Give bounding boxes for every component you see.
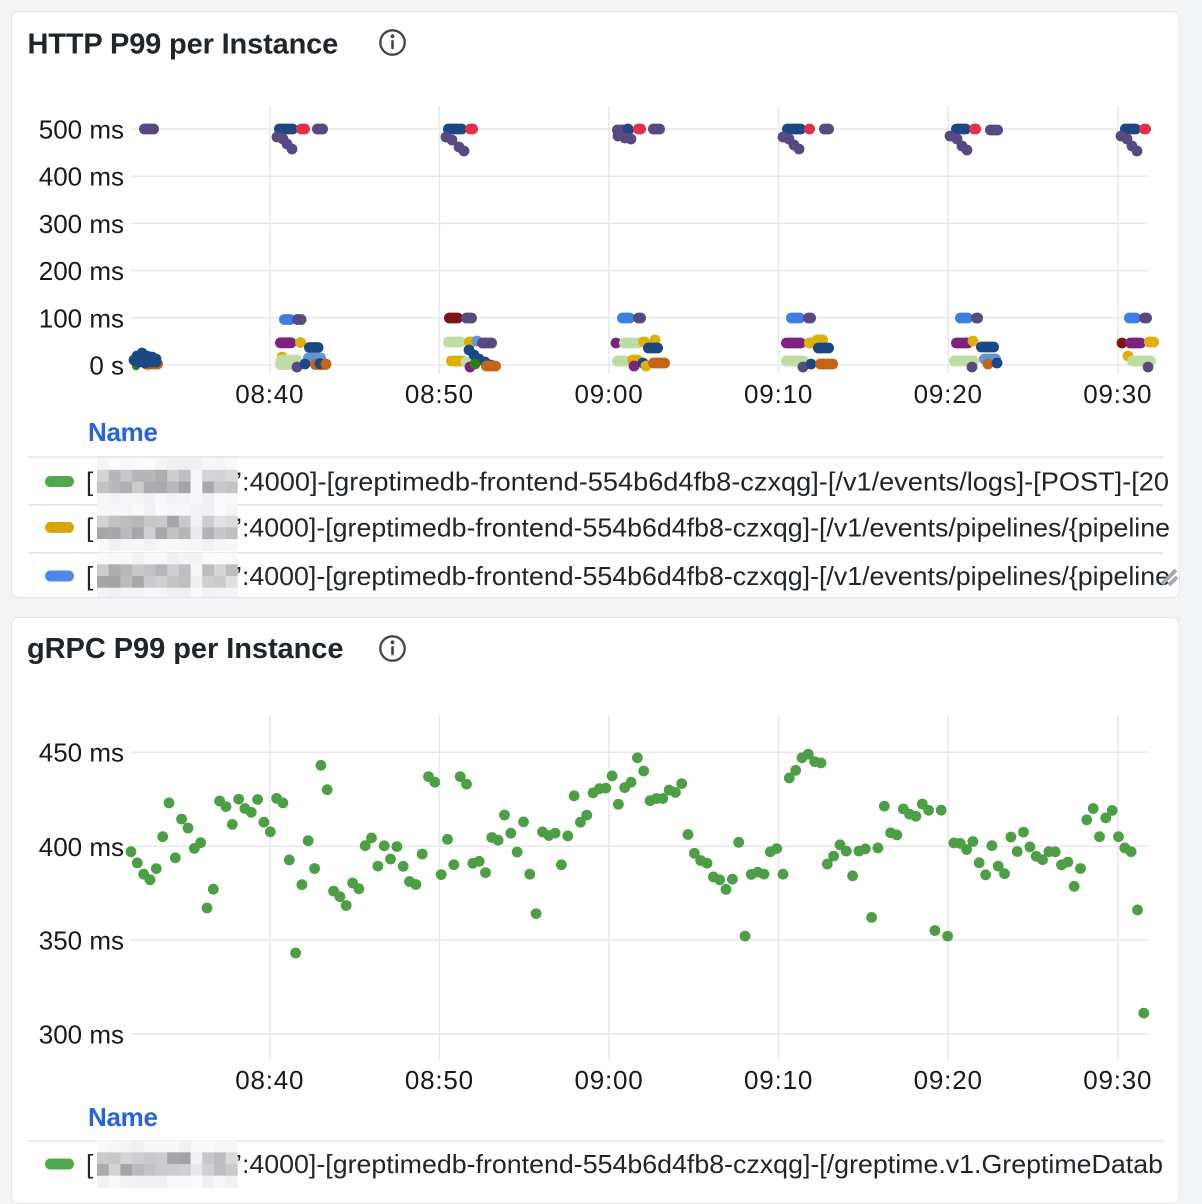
svg-text:350 ms: 350 ms	[39, 926, 124, 956]
svg-text:08:50: 08:50	[405, 379, 474, 409]
svg-text:[: [	[86, 512, 94, 542]
svg-text:gRPC P99 per Instance: gRPC P99 per Instance	[27, 633, 343, 665]
svg-text:’:4000]-[greptimedb-frontend-5: ’:4000]-[greptimedb-frontend-554b6d4fb8-…	[236, 1149, 1163, 1179]
svg-text:’:4000]-[greptimedb-frontend-5: ’:4000]-[greptimedb-frontend-554b6d4fb8-…	[236, 512, 1170, 542]
svg-text:[: [	[86, 1149, 94, 1179]
svg-text:09:20: 09:20	[914, 379, 983, 409]
svg-text:0 s: 0 s	[89, 351, 124, 381]
svg-text:[: [	[86, 561, 94, 591]
svg-text:200 ms: 200 ms	[39, 256, 124, 286]
svg-text:08:40: 08:40	[235, 379, 304, 409]
svg-text:08:40: 08:40	[235, 1065, 304, 1095]
svg-text:Name: Name	[88, 1102, 158, 1132]
svg-text:09:30: 09:30	[1083, 379, 1152, 409]
svg-text:09:00: 09:00	[574, 379, 643, 409]
svg-text:’:4000]-[greptimedb-frontend-5: ’:4000]-[greptimedb-frontend-554b6d4fb8-…	[236, 561, 1170, 591]
svg-text:300 ms: 300 ms	[39, 209, 124, 239]
svg-text:09:20: 09:20	[914, 1065, 983, 1095]
svg-text:400 ms: 400 ms	[39, 162, 124, 192]
svg-text:09:10: 09:10	[744, 379, 813, 409]
svg-text:09:30: 09:30	[1083, 1065, 1152, 1095]
svg-text:’:4000]-[greptimedb-frontend-5: ’:4000]-[greptimedb-frontend-554b6d4fb8-…	[236, 467, 1169, 497]
svg-text:450 ms: 450 ms	[39, 738, 124, 768]
svg-text:Name: Name	[88, 417, 158, 447]
svg-text:100 ms: 100 ms	[39, 303, 124, 333]
svg-text:500 ms: 500 ms	[39, 115, 124, 145]
svg-text:HTTP P99 per Instance: HTTP P99 per Instance	[28, 29, 339, 61]
svg-text:[: [	[86, 467, 94, 497]
svg-text:09:10: 09:10	[744, 1065, 813, 1095]
svg-text:08:50: 08:50	[405, 1065, 474, 1095]
svg-text:09:00: 09:00	[574, 1065, 643, 1095]
svg-text:400 ms: 400 ms	[39, 832, 124, 862]
svg-text:300 ms: 300 ms	[39, 1019, 124, 1049]
